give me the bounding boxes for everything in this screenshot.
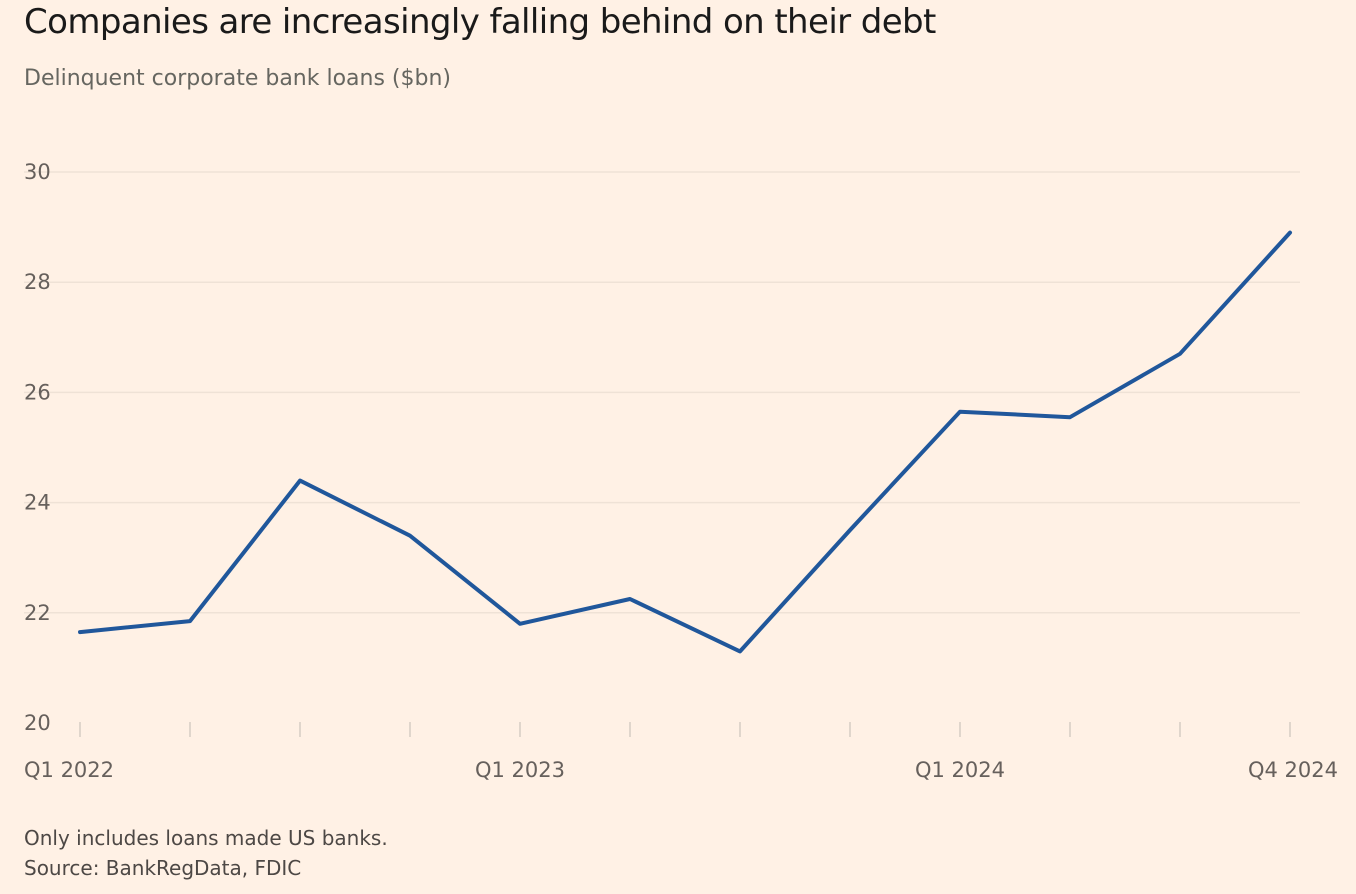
x-tick-label-2: Q1 2023 xyxy=(475,758,565,782)
y-axis-labels: 20 22 24 26 28 30 xyxy=(24,160,51,735)
y-tick-label-28: 28 xyxy=(24,270,51,294)
chart-subtitle: Delinquent corporate bank loans ($bn) xyxy=(24,66,452,91)
y-tick-label-22: 22 xyxy=(24,601,51,625)
x-tick-label-3: Q1 2024 xyxy=(915,758,1005,782)
x-axis-labels: Q1 2022 Q1 2023 Q1 2024 Q4 2024 xyxy=(24,758,1338,782)
x-tick-label-1: Q1 2022 xyxy=(24,758,114,782)
x-axis-ticks xyxy=(79,722,1291,737)
y-tick-label-26: 26 xyxy=(24,380,51,404)
y-tick-label-24: 24 xyxy=(24,491,51,515)
chart-title: Companies are increasingly falling behin… xyxy=(24,2,936,42)
line-chart: 20 22 24 26 28 30 Q1 2022 Q1 2023 Q1 2024 Q4 202… xyxy=(24,160,1338,782)
series-layer xyxy=(78,230,1292,654)
gridlines xyxy=(24,171,1300,614)
chart-source: Source: BankRegData, FDIC xyxy=(24,856,302,880)
x-tick-label-4: Q4 2024 xyxy=(1248,758,1338,782)
chart-note: Only includes loans made US banks. xyxy=(24,826,388,850)
series-line-1 xyxy=(78,230,1292,654)
y-tick-label-20: 20 xyxy=(24,711,51,735)
y-tick-label-30: 30 xyxy=(24,160,51,184)
